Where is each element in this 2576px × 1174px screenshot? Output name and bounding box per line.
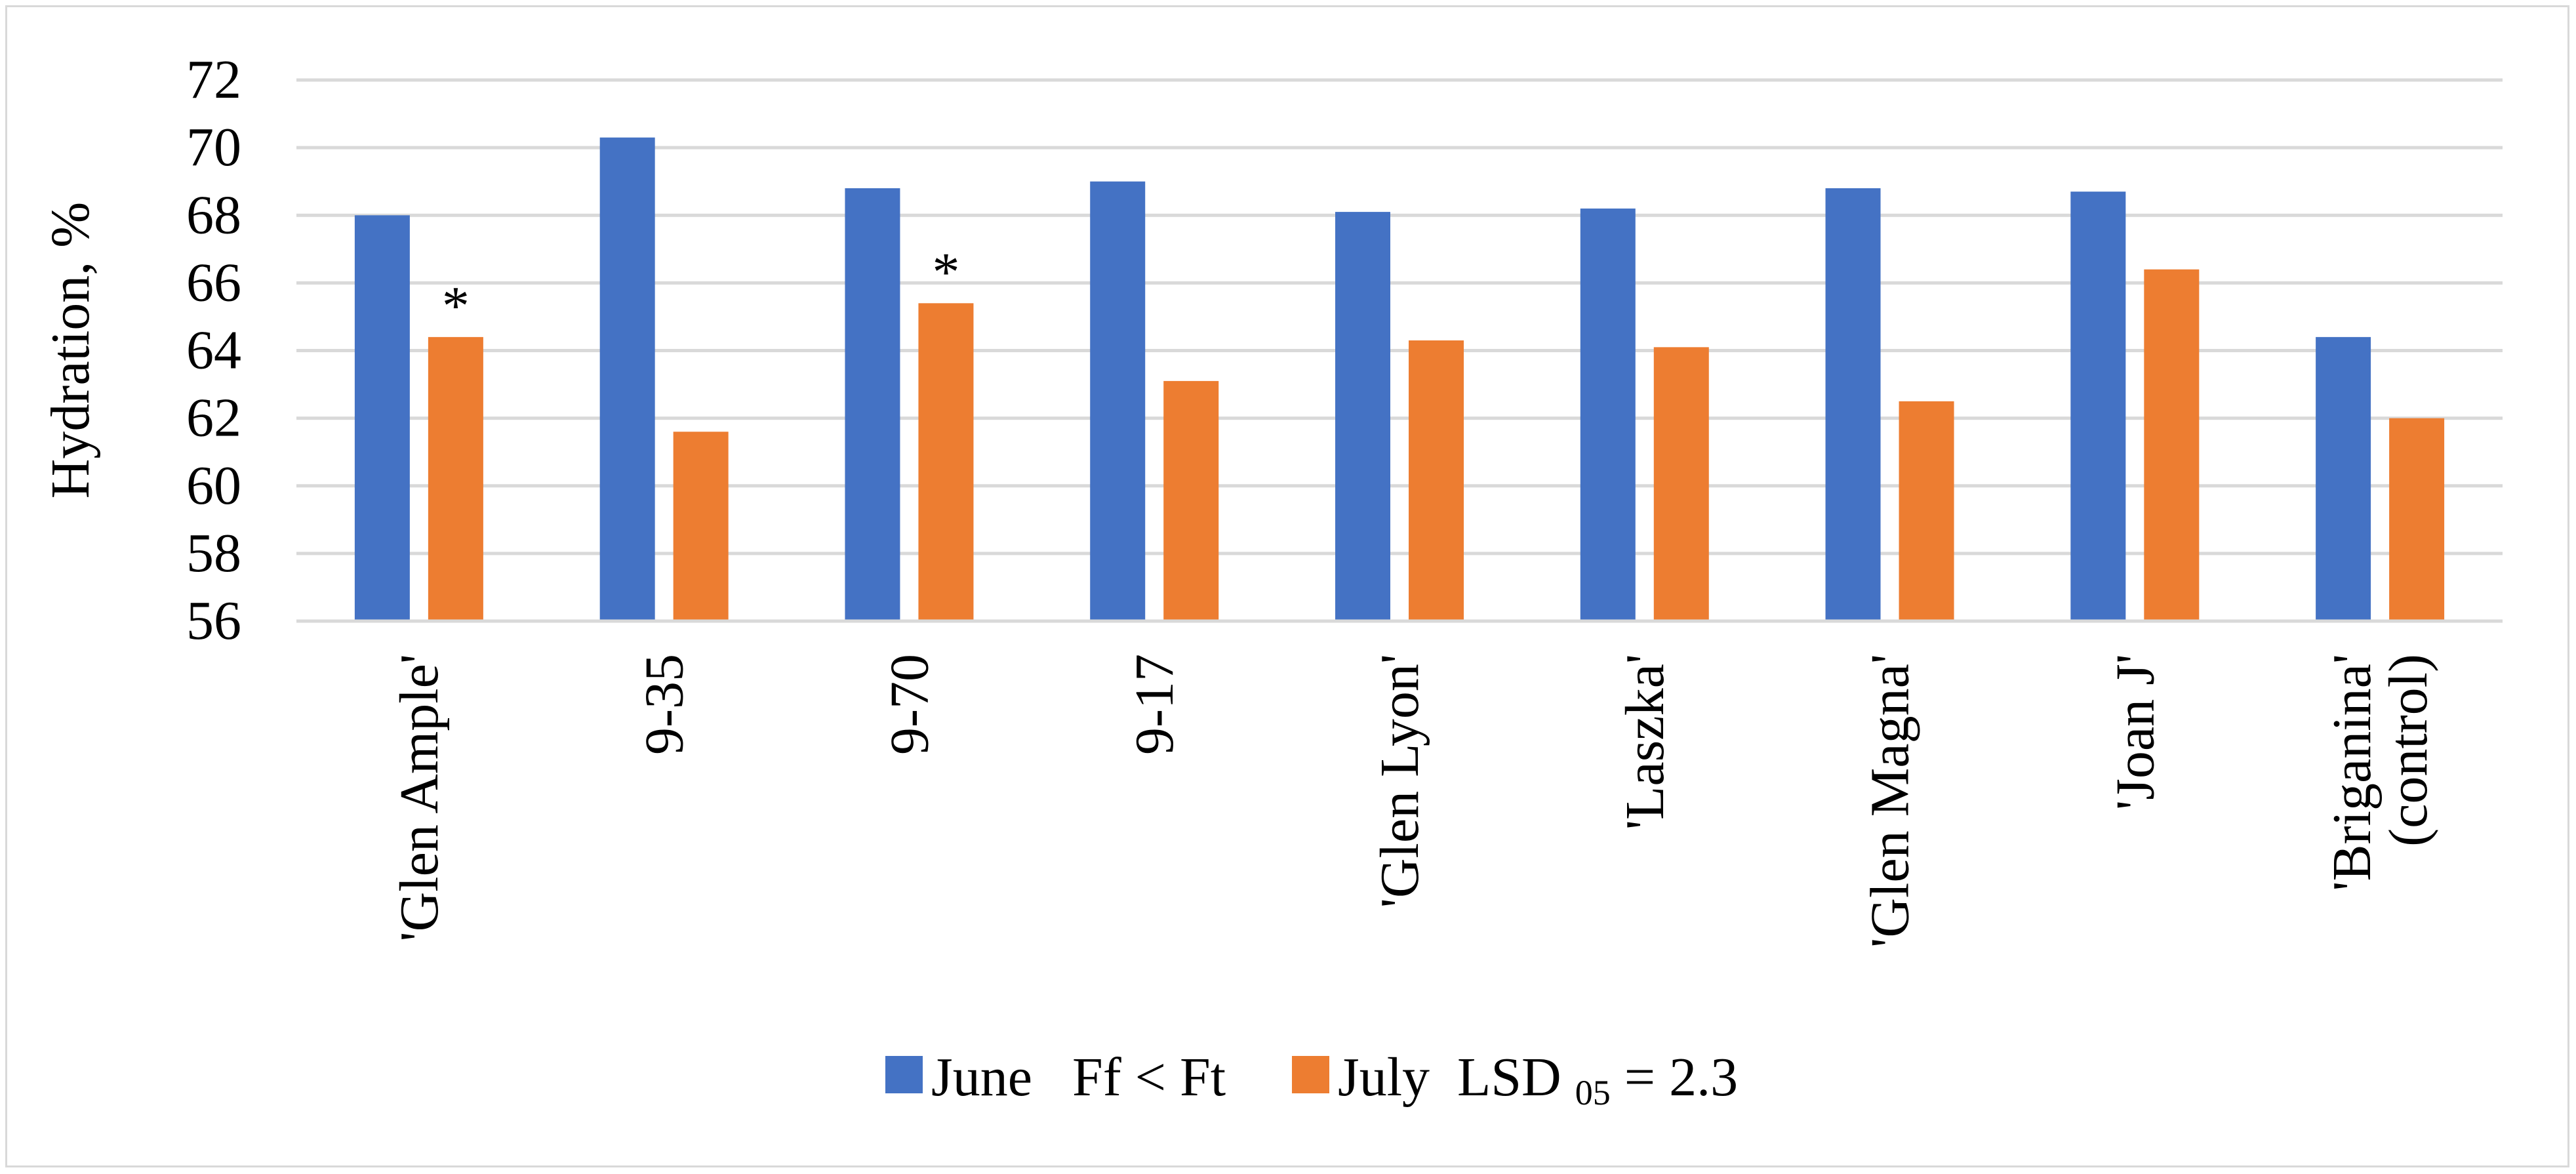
bar-july-4 bbox=[1409, 340, 1464, 621]
bar-june-7 bbox=[2070, 192, 2126, 621]
x-tick-label-line: 'Briganina' bbox=[2322, 654, 2383, 891]
bar-july-5 bbox=[1653, 347, 1709, 621]
x-tick-label-line: (control) bbox=[2378, 654, 2439, 847]
legend: June Ff < Ft July LSD 05 = 2.3 bbox=[885, 1047, 1738, 1117]
bar-july-8 bbox=[2389, 418, 2445, 621]
y-tick-label: 72 bbox=[186, 49, 241, 110]
x-tick-label: 9-17 bbox=[1124, 654, 1185, 755]
annotations: ** bbox=[442, 241, 960, 336]
x-tick-label: 9-70 bbox=[879, 654, 940, 755]
y-tick-label: 70 bbox=[186, 117, 241, 178]
x-tick-label: 'Glen Magna' bbox=[1860, 654, 1921, 948]
y-axis-label: Hydration, % bbox=[40, 202, 101, 499]
legend-june-name: June bbox=[931, 1047, 1032, 1108]
legend-swatch-june bbox=[885, 1056, 923, 1093]
significance-asterisk: * bbox=[442, 275, 470, 336]
bar-july-0 bbox=[428, 336, 483, 621]
legend-swatch-july bbox=[1292, 1056, 1329, 1093]
bar-june-3 bbox=[1090, 181, 1146, 621]
x-tick-label-line: 9-17 bbox=[1124, 654, 1185, 755]
legend-july-note-sub: 05 bbox=[1575, 1073, 1611, 1112]
bar-june-0 bbox=[354, 215, 410, 621]
bars bbox=[354, 137, 2445, 621]
legend-july-note-suffix: = 2.3 bbox=[1624, 1047, 1738, 1108]
y-tick-label: 64 bbox=[186, 320, 241, 381]
x-tick-label-line: 9-35 bbox=[634, 654, 695, 755]
x-tick-label-line: 'Laszka' bbox=[1615, 654, 1676, 830]
bar-july-1 bbox=[673, 432, 729, 621]
y-tick-label: 58 bbox=[186, 523, 241, 584]
legend-label-july: July LSD 05 = 2.3 bbox=[1338, 1047, 1738, 1117]
bar-july-6 bbox=[1899, 401, 1954, 621]
y-tick-label: 60 bbox=[186, 455, 241, 516]
y-tick-label: 62 bbox=[186, 388, 241, 449]
x-tick-label-line: 'Glen Lyon' bbox=[1369, 654, 1430, 908]
x-tick-label: 'Glen Lyon' bbox=[1369, 654, 1430, 908]
y-tick-label: 66 bbox=[186, 252, 241, 313]
bar-june-1 bbox=[599, 137, 655, 621]
x-tick-label-line: 'Glen Ample' bbox=[389, 654, 450, 942]
legend-july-name: July bbox=[1338, 1047, 1430, 1108]
x-axis-ticks: 'Glen Ample' 9-35 9-70 9-17 'Glen Lyon' 'Lasz… bbox=[389, 654, 2439, 948]
x-tick-label: 'Laszka' bbox=[1615, 654, 1676, 830]
significance-asterisk: * bbox=[932, 241, 959, 302]
legend-label-june: June Ff < Ft bbox=[931, 1047, 1226, 1108]
x-tick-label: 'Briganina'(control) bbox=[2322, 654, 2439, 891]
y-tick-label: 56 bbox=[186, 590, 241, 651]
bar-june-5 bbox=[1580, 208, 1636, 621]
bar-july-2 bbox=[918, 303, 974, 621]
bar-july-3 bbox=[1163, 380, 1219, 621]
x-tick-label-line: 9-70 bbox=[879, 654, 940, 755]
bar-july-7 bbox=[2144, 269, 2200, 621]
y-tick-label: 68 bbox=[186, 184, 241, 245]
x-tick-label: 9-35 bbox=[634, 654, 695, 755]
x-tick-label: 'Glen Ample' bbox=[389, 654, 450, 942]
bar-june-4 bbox=[1335, 212, 1390, 621]
legend-june-note: Ff < Ft bbox=[1072, 1047, 1226, 1108]
bar-june-8 bbox=[2316, 336, 2371, 621]
x-tick-label-line: 'Joan J' bbox=[2104, 654, 2165, 810]
x-tick-label: 'Joan J' bbox=[2104, 654, 2165, 810]
x-tick-label-line: 'Glen Magna' bbox=[1860, 654, 1921, 948]
bar-june-6 bbox=[1825, 188, 1881, 621]
bar-june-2 bbox=[845, 188, 900, 621]
legend-july-note-prefix: LSD bbox=[1457, 1047, 1561, 1108]
